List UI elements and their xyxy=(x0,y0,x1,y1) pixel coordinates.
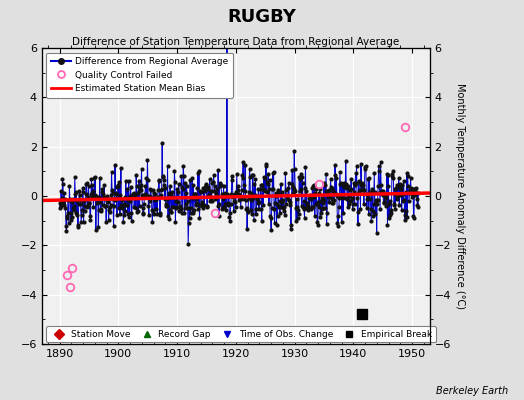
Title: Difference of Station Temperature Data from Regional Average: Difference of Station Temperature Data f… xyxy=(72,37,399,47)
Legend: Station Move, Record Gap, Time of Obs. Change, Empirical Break: Station Move, Record Gap, Time of Obs. C… xyxy=(47,326,436,342)
Text: RUGBY: RUGBY xyxy=(227,8,297,26)
Y-axis label: Monthly Temperature Anomaly Difference (°C): Monthly Temperature Anomaly Difference (… xyxy=(455,83,465,309)
Text: Berkeley Earth: Berkeley Earth xyxy=(436,386,508,396)
